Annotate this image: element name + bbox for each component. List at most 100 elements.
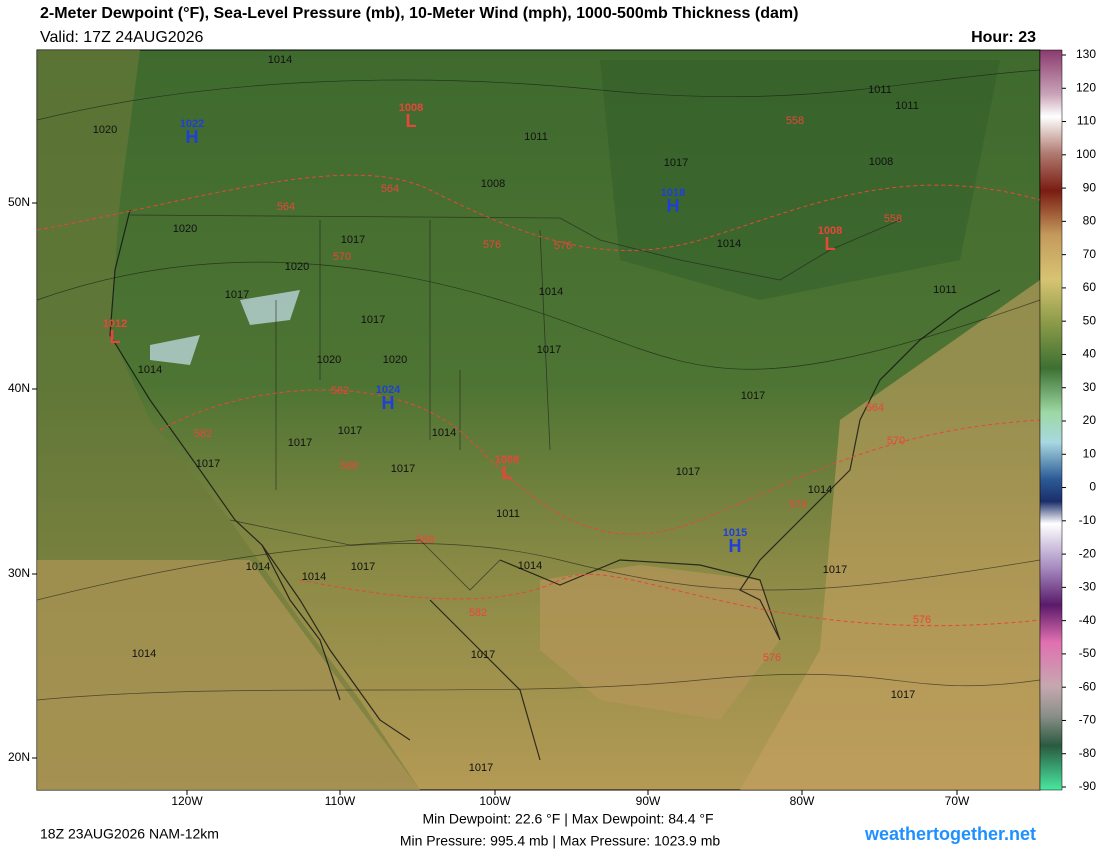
colorbar-tick-label: 90 (1083, 180, 1097, 194)
colorbar-tick-label: -60 (1079, 679, 1097, 693)
map-area (36, 49, 1041, 791)
isobar-label: 1014 (518, 560, 542, 572)
isobar-label: 1020 (317, 354, 341, 366)
isobar-label: 1011 (524, 131, 548, 143)
isobar-label: 1017 (288, 437, 312, 449)
colorbar-tick-label: 0 (1089, 480, 1096, 494)
isobar-label: 1017 (823, 564, 847, 576)
colorbar-tick-label: 10 (1083, 446, 1097, 460)
isobar-label: 1014 (808, 484, 832, 496)
isobar-label: 1017 (471, 649, 495, 661)
isobar-label: 1017 (338, 425, 362, 437)
isobar-label: 1017 (225, 289, 249, 301)
isobar-label: 1014 (717, 238, 741, 250)
colorbar-tick-label: 100 (1076, 147, 1096, 161)
isobar-label: 1017 (741, 390, 765, 402)
isobar-label: 1014 (268, 54, 292, 66)
isobar-label: 1011 (496, 508, 520, 520)
colorbar-tick-label: -10 (1079, 513, 1097, 527)
map-title: 2-Meter Dewpoint (°F), Sea-Level Pressur… (40, 5, 798, 22)
isobar-label: 1017 (361, 314, 385, 326)
colorbar-tick-label: -20 (1079, 546, 1097, 560)
colorbar (1039, 49, 1063, 791)
lon-label: 100W (479, 794, 511, 808)
pressure-center-letter: H (729, 536, 742, 556)
thickness-label: 576 (483, 239, 501, 251)
isobar-label: 1008 (869, 156, 893, 168)
pressure-center-value: 1022 (180, 118, 204, 130)
pressure-center-value: 1024 (376, 384, 401, 396)
isobar-label: 1017 (391, 463, 415, 475)
isobar-label: 1008 (481, 178, 505, 190)
pressure-center-letter: L (110, 327, 121, 347)
pressure-center-letter: L (406, 111, 417, 131)
dry-patch (150, 290, 300, 365)
moist-region (600, 60, 1000, 300)
pressure-center-value: 1008 (818, 225, 842, 237)
isobar-label: 1017 (341, 234, 365, 246)
thickness-label: 582 (469, 607, 487, 619)
isobar-label: 1014 (302, 571, 326, 583)
colorbar-tick-label: 110 (1077, 114, 1096, 128)
thickness-label: 576 (789, 499, 807, 511)
colorbar-tick-label: 50 (1083, 313, 1097, 327)
isobar-label: 1011 (895, 100, 919, 112)
dewpoint-range: Min Dewpoint: 22.6 °F | Max Dewpoint: 84… (422, 811, 713, 827)
pressure-center-value: 1008 (495, 454, 519, 466)
thickness-label: 588 (340, 460, 358, 472)
colorbar-tick-label: -90 (1079, 779, 1097, 793)
pressure-center-letter: L (825, 234, 836, 254)
lat-label: 20N (8, 750, 30, 764)
colorbar-tick-label: 20 (1083, 413, 1097, 427)
thickness-label: 564 (381, 183, 399, 195)
pressure-center-letter: H (382, 393, 395, 413)
isobar-label: 1017 (676, 466, 700, 478)
gulf-of-mexico (540, 565, 780, 720)
pressure-center-value: 1008 (399, 102, 423, 114)
colorbar-tick-label: 130 (1076, 47, 1096, 61)
isobar-label: 1020 (173, 223, 197, 235)
thickness-contours (36, 174, 1041, 627)
thickness-label: 564 (277, 201, 295, 213)
colorbar-tick-label: 120 (1076, 80, 1096, 94)
thickness-label: 582 (331, 385, 349, 397)
colorbar-tick-label: -40 (1079, 613, 1097, 627)
colorbar-tick-label: 30 (1083, 380, 1097, 394)
borders (129, 214, 901, 591)
thickness-label: 558 (884, 213, 902, 225)
lon-label: 80W (790, 794, 815, 808)
isobar-label: 1011 (933, 284, 957, 296)
isobar-label: 1017 (469, 762, 493, 774)
eastern-pacific (37, 560, 420, 790)
pressure-center-letter: L (502, 463, 513, 483)
lat-label: 50N (8, 195, 30, 209)
isobar-label: 1014 (539, 286, 563, 298)
colorbar-tick-label: -80 (1079, 746, 1097, 760)
isobar-label: 1017 (664, 157, 688, 169)
isobar-label: 1014 (132, 648, 156, 660)
pressure-center-value: 1018 (661, 187, 685, 199)
model-run: 18Z 23AUG2026 NAM-12km (40, 826, 219, 842)
isobars (36, 69, 1041, 701)
isobar-label: 1017 (537, 344, 561, 356)
isobar-label: 1017 (891, 689, 915, 701)
lat-label: 40N (8, 381, 30, 395)
site-credit: weathertogether.net (864, 824, 1036, 844)
isobar-label: 1014 (432, 427, 456, 439)
thickness-label: 570 (887, 435, 905, 447)
lon-label: 70W (945, 794, 970, 808)
colorbar-tick-label: 40 (1083, 347, 1097, 361)
isobar-label: 1017 (196, 458, 220, 470)
isobar-label: 1020 (383, 354, 407, 366)
isobar-label: 1014 (138, 364, 162, 376)
colorbar-tick-label: -50 (1079, 646, 1097, 660)
colorbar-tick-label: -30 (1079, 580, 1097, 594)
forecast-hour: Hour: 23 (971, 29, 1036, 46)
isobar-label: 1020 (93, 124, 117, 136)
pressure-center-letter: H (667, 196, 680, 216)
lat-label: 30N (8, 566, 30, 580)
isobar-label: 1011 (868, 84, 892, 96)
atlantic-ocean (740, 280, 1040, 790)
isobar-label: 1017 (351, 561, 375, 573)
